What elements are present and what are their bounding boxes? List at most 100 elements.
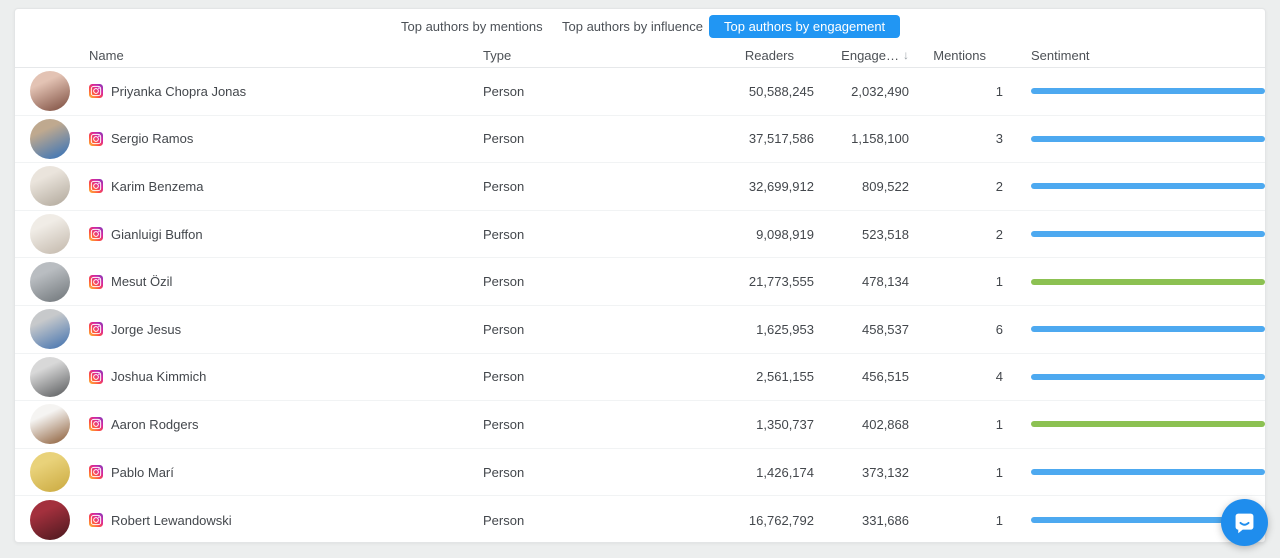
- name-cell: Pablo Marí: [89, 465, 483, 480]
- table-row[interactable]: Pablo Marí Person 1,426,174 373,132 1: [15, 449, 1265, 497]
- column-header-name[interactable]: Name: [89, 47, 124, 63]
- table-row[interactable]: Joshua Kimmich Person 2,561,155 456,515 …: [15, 354, 1265, 402]
- name-cell: Aaron Rodgers: [89, 417, 483, 432]
- avatar: [30, 500, 70, 541]
- table-row[interactable]: Priyanka Chopra Jonas Person 50,588,245 …: [15, 68, 1265, 116]
- sentiment-bar: [1031, 278, 1265, 285]
- table-header: Name Type Readers Engage… ↓ Mentions Sen…: [15, 43, 1265, 68]
- table-row[interactable]: Mesut Özil Person 21,773,555 478,134 1: [15, 258, 1265, 306]
- name-cell: Karim Benzema: [89, 179, 483, 194]
- instagram-icon: [89, 179, 103, 194]
- author-name[interactable]: Robert Lewandowski: [111, 512, 232, 528]
- table-row[interactable]: Karim Benzema Person 32,699,912 809,522 …: [15, 163, 1265, 211]
- sentiment-bar: [1031, 183, 1265, 190]
- readers-value: 2,561,155: [756, 369, 814, 385]
- avatar-cell: [15, 214, 89, 255]
- avatar-cell: [15, 356, 89, 397]
- readers-value: 21,773,555: [748, 274, 814, 290]
- readers-value: 50,588,245: [748, 83, 814, 99]
- sentiment-cell: [1003, 326, 1265, 333]
- author-type: Person: [483, 416, 525, 432]
- name-cell: Priyanka Chopra Jonas: [89, 84, 483, 99]
- engagement-value: 523,518: [862, 226, 909, 242]
- engagement-value: 809,522: [862, 178, 909, 194]
- tab-top-authors-by-influence[interactable]: Top authors by influence: [562, 18, 703, 34]
- table-row[interactable]: Gianluigi Buffon Person 9,098,919 523,51…: [15, 211, 1265, 259]
- name-cell: Sergio Ramos: [89, 131, 483, 146]
- sentiment-cell: [1003, 421, 1265, 428]
- column-header-engagement[interactable]: Engage… ↓: [814, 48, 909, 63]
- instagram-icon: [89, 131, 103, 146]
- name-cell: Joshua Kimmich: [89, 369, 483, 384]
- sentiment-cell: [1003, 88, 1265, 95]
- name-cell: Robert Lewandowski: [89, 513, 483, 528]
- engagement-value: 478,134: [862, 274, 909, 290]
- author-type: Person: [483, 369, 525, 385]
- column-header-mentions[interactable]: Mentions: [933, 47, 986, 63]
- avatar-cell: [15, 166, 89, 207]
- author-name[interactable]: Joshua Kimmich: [111, 369, 207, 385]
- tab-top-authors-by-engagement[interactable]: Top authors by engagement: [709, 15, 901, 38]
- sentiment-bar: [1031, 231, 1265, 238]
- tab-top-authors-by-mentions[interactable]: Top authors by mentions: [401, 18, 543, 34]
- author-type: Person: [483, 464, 525, 480]
- table-row[interactable]: Robert Lewandowski Person 16,762,792 331…: [15, 496, 1265, 542]
- table-body: Priyanka Chopra Jonas Person 50,588,245 …: [15, 68, 1265, 542]
- avatar: [30, 214, 70, 255]
- avatar: [30, 309, 70, 350]
- sentiment-bar: [1031, 421, 1265, 428]
- chat-launcher-button[interactable]: [1221, 499, 1268, 546]
- mentions-value: 1: [995, 416, 1003, 432]
- author-name[interactable]: Mesut Özil: [111, 274, 173, 290]
- author-type: Person: [483, 321, 525, 337]
- mentions-value: 2: [995, 226, 1003, 242]
- mentions-value: 1: [995, 83, 1003, 99]
- readers-value: 32,699,912: [748, 178, 814, 194]
- avatar: [30, 71, 70, 112]
- mentions-value: 4: [995, 369, 1003, 385]
- instagram-icon: [89, 322, 103, 337]
- column-header-readers[interactable]: Readers: [744, 47, 794, 63]
- mentions-value: 1: [995, 464, 1003, 480]
- name-cell: Jorge Jesus: [89, 322, 483, 337]
- table-row[interactable]: Sergio Ramos Person 37,517,586 1,158,100…: [15, 116, 1265, 164]
- instagram-icon: [89, 465, 103, 480]
- author-type: Person: [483, 512, 525, 528]
- engagement-value: 458,537: [862, 321, 909, 337]
- sentiment-bar: [1031, 135, 1265, 142]
- engagement-value: 2,032,490: [851, 83, 909, 99]
- readers-value: 16,762,792: [748, 512, 814, 528]
- engagement-value: 402,868: [862, 416, 909, 432]
- instagram-icon: [89, 227, 103, 242]
- sentiment-cell: [1003, 135, 1265, 142]
- avatar: [30, 166, 70, 207]
- author-name[interactable]: Pablo Marí: [111, 464, 174, 480]
- avatar-cell: [15, 500, 89, 541]
- instagram-icon: [89, 369, 103, 384]
- author-name[interactable]: Jorge Jesus: [111, 321, 182, 337]
- avatar: [30, 452, 70, 493]
- table-row[interactable]: Aaron Rodgers Person 1,350,737 402,868 1: [15, 401, 1265, 449]
- top-authors-panel: Top authors by mentions Top authors by i…: [14, 8, 1266, 543]
- author-name[interactable]: Sergio Ramos: [111, 131, 194, 147]
- avatar-cell: [15, 452, 89, 493]
- author-name[interactable]: Gianluigi Buffon: [111, 226, 203, 242]
- avatar-cell: [15, 404, 89, 445]
- sentiment-bar: [1031, 88, 1265, 95]
- sentiment-cell: [1003, 517, 1265, 524]
- tabs-row: Top authors by mentions Top authors by i…: [15, 9, 1265, 43]
- instagram-icon: [89, 84, 103, 99]
- sort-descending-icon: ↓: [903, 48, 909, 62]
- instagram-icon: [89, 417, 103, 432]
- author-name[interactable]: Priyanka Chopra Jonas: [111, 83, 247, 99]
- mentions-value: 6: [995, 321, 1003, 337]
- table-row[interactable]: Jorge Jesus Person 1,625,953 458,537 6: [15, 306, 1265, 354]
- avatar-cell: [15, 309, 89, 350]
- author-name[interactable]: Aaron Rodgers: [111, 416, 199, 432]
- column-header-sentiment[interactable]: Sentiment: [1031, 47, 1090, 63]
- author-type: Person: [483, 131, 525, 147]
- author-name[interactable]: Karim Benzema: [111, 178, 204, 194]
- engagement-value: 456,515: [862, 369, 909, 385]
- column-header-type[interactable]: Type: [483, 47, 512, 63]
- engagement-value: 331,686: [862, 512, 909, 528]
